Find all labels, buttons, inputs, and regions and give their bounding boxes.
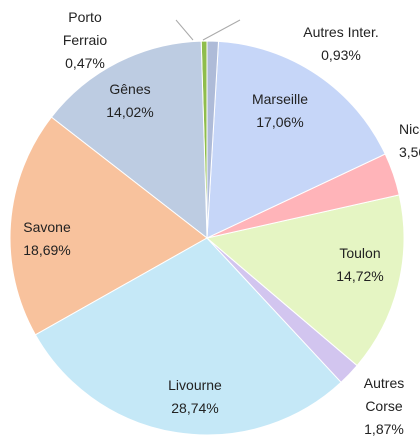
slice-label: Nice 3,50% xyxy=(399,118,420,164)
value-label: 0,93% xyxy=(321,47,361,63)
value-label: 0,47% xyxy=(65,55,105,71)
pie-slice xyxy=(206,40,386,239)
slice-label: Gênes 14,02% xyxy=(80,78,180,124)
slice-label: Marseille 17,06% xyxy=(230,88,330,134)
slice-label: Autres Corse 1,87% xyxy=(358,372,410,438)
pie-slice xyxy=(205,194,405,367)
category-name: Toulon xyxy=(339,245,381,261)
category-name: Livourne xyxy=(168,377,222,393)
value-label: 14,72% xyxy=(336,268,384,284)
pie-slice xyxy=(9,116,208,336)
value-label: 17,06% xyxy=(256,114,304,130)
category-name: Porto Ferraio xyxy=(62,9,108,48)
slice-label: Porto Ferraio 0,47% xyxy=(55,6,115,75)
value-label: 14,02% xyxy=(106,104,154,120)
slice-label: Livourne 28,74% xyxy=(145,374,245,420)
slice-label: Autres Inter. 0,93% xyxy=(286,21,396,67)
category-name: Savone xyxy=(23,219,71,235)
category-name: Gênes xyxy=(109,81,151,97)
slice-label: Savone 18,69% xyxy=(0,216,94,262)
leader-line xyxy=(175,19,194,41)
category-name: Nice xyxy=(399,121,420,137)
category-name: Autres Corse xyxy=(363,375,405,414)
slice-label: Toulon 14,72% xyxy=(310,242,410,288)
value-label: 3,50% xyxy=(399,144,420,160)
value-label: 1,87% xyxy=(364,421,404,437)
value-label: 18,69% xyxy=(23,242,71,258)
pie-slice xyxy=(206,40,220,239)
pie-slice xyxy=(50,40,208,240)
pie-slice xyxy=(34,237,342,436)
category-name: Autres Inter. xyxy=(303,24,379,40)
leader-line xyxy=(202,19,241,41)
category-name: Marseille xyxy=(251,91,308,107)
value-label: 28,74% xyxy=(171,400,219,416)
